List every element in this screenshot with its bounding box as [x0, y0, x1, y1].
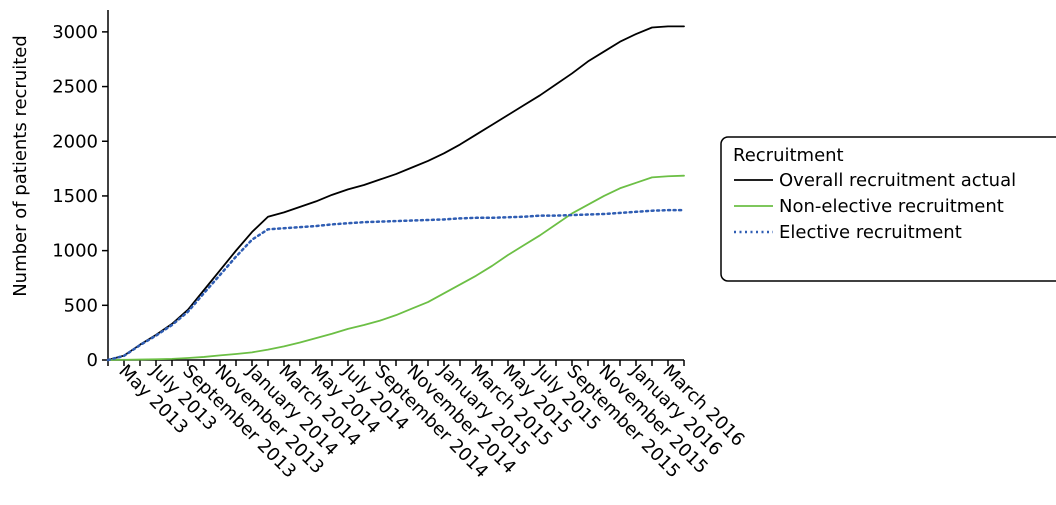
- legend-items: Overall recruitment actual Non-elective r…: [734, 170, 1016, 243]
- legend-title: Recruitment: [733, 145, 844, 166]
- series-line-1: [107, 25, 685, 361]
- y-tick-label: 3000: [52, 22, 98, 43]
- y-tick-label: 1500: [52, 186, 98, 207]
- axes: [107, 10, 684, 361]
- y-tick-label: 1000: [52, 241, 98, 262]
- y-tick-label: 500: [64, 295, 98, 316]
- series-line-2: [107, 174, 685, 361]
- legend-box: [720, 136, 1056, 282]
- legend: Recruitment Overall recruitment actual No…: [720, 136, 1056, 282]
- y-tick-label: 2000: [52, 131, 98, 152]
- series-line-3: [106, 208, 686, 362]
- y-ticks: 0 500 1000 1500 2000 2500 3000: [52, 22, 108, 371]
- y-tick-label: 0: [87, 350, 98, 371]
- series-layer: [106, 25, 686, 362]
- legend-label-3: Elective recruitment: [779, 222, 962, 243]
- y-axis-title: Number of patients recruited: [10, 35, 31, 297]
- y-tick-label: 2500: [52, 77, 98, 98]
- legend-label-2: Non-elective recruitment: [779, 196, 1004, 217]
- legend-label-1: Overall recruitment actual: [779, 170, 1016, 191]
